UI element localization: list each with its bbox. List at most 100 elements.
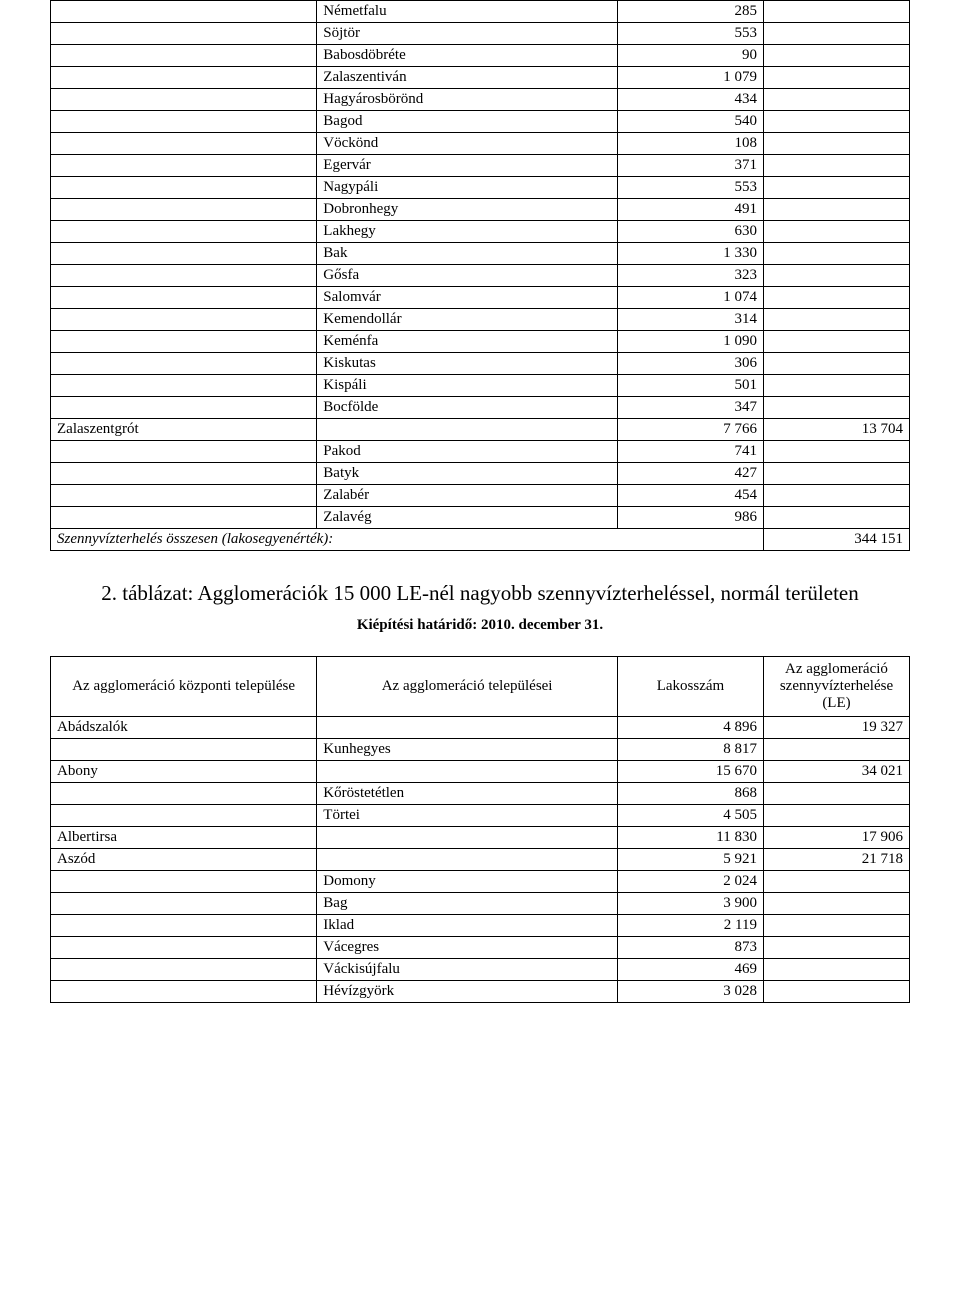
table-row: Kispáli501 [51, 375, 910, 397]
table-cell [763, 397, 909, 419]
table-cell [763, 739, 909, 761]
section-subtitle: Kiépítési határidő: 2010. december 31. [50, 617, 910, 634]
table-row: Kemendollár314 [51, 309, 910, 331]
table-cell [51, 287, 317, 309]
table-cell [51, 309, 317, 331]
table-cell: 5 921 [617, 849, 763, 871]
table-cell: 17 906 [763, 827, 909, 849]
table-row: Söjtör553 [51, 23, 910, 45]
table-cell: 1 330 [617, 243, 763, 265]
header-col3: Lakosszám [617, 657, 763, 717]
table-cell [51, 45, 317, 67]
table-cell: Nagypáli [317, 177, 618, 199]
table-cell: Albertirsa [51, 827, 317, 849]
table-cell: 434 [617, 89, 763, 111]
table-cell: Domony [317, 871, 618, 893]
table-cell: 13 704 [763, 419, 909, 441]
table-cell [51, 375, 317, 397]
table-cell [763, 981, 909, 1003]
table-cell: Keménfa [317, 331, 618, 353]
table-cell [763, 893, 909, 915]
table-cell [763, 375, 909, 397]
table-cell: 7 766 [617, 419, 763, 441]
table-cell [763, 783, 909, 805]
table-cell [51, 155, 317, 177]
table-cell: 4 505 [617, 805, 763, 827]
table-cell [763, 243, 909, 265]
table-cell: 873 [617, 937, 763, 959]
table-cell [763, 485, 909, 507]
table-cell: Zalabér [317, 485, 618, 507]
table-row: Zalavég986 [51, 507, 910, 529]
table-cell: 108 [617, 133, 763, 155]
table-cell [763, 959, 909, 981]
table-cell: 1 090 [617, 331, 763, 353]
table-row: Zalaszentiván1 079 [51, 67, 910, 89]
table-header-row: Az agglomeráció központi települése Az a… [51, 657, 910, 717]
table-cell [51, 111, 317, 133]
table-cell [51, 871, 317, 893]
table-cell [51, 221, 317, 243]
table-cell: 4 896 [617, 717, 763, 739]
table-cell [51, 243, 317, 265]
table-cell: 306 [617, 353, 763, 375]
table-total-row: Szennyvízterhelés összesen (lakosegyenér… [51, 529, 910, 551]
table-cell [763, 177, 909, 199]
table-cell: Törtei [317, 805, 618, 827]
table-cell: 314 [617, 309, 763, 331]
table-row: Bag3 900 [51, 893, 910, 915]
table-cell: Hévízgyörk [317, 981, 618, 1003]
table-cell: Salomvár [317, 287, 618, 309]
table-cell: Kispáli [317, 375, 618, 397]
table-row: Nagypáli553 [51, 177, 910, 199]
table-cell [51, 805, 317, 827]
table-row: Zalabér454 [51, 485, 910, 507]
table-cell [51, 981, 317, 1003]
table-cell [763, 507, 909, 529]
table-cell: Egervár [317, 155, 618, 177]
table-cell [317, 419, 618, 441]
table-cell: Batyk [317, 463, 618, 485]
table-cell: Lakhegy [317, 221, 618, 243]
table-row: Vácegres873 [51, 937, 910, 959]
table-cell: Aszód [51, 849, 317, 871]
table-cell: Söjtör [317, 23, 618, 45]
table-cell [51, 89, 317, 111]
table-cell: Iklad [317, 915, 618, 937]
table-cell: 501 [617, 375, 763, 397]
table-cell [317, 827, 618, 849]
table-cell [51, 485, 317, 507]
table-cell: 427 [617, 463, 763, 485]
table-cell: Gősfa [317, 265, 618, 287]
table-cell [51, 353, 317, 375]
table-row: Bagod540 [51, 111, 910, 133]
table-cell: Bag [317, 893, 618, 915]
table-cell: Kőröstetétlen [317, 783, 618, 805]
table-row: Vöckönd108 [51, 133, 910, 155]
table-row: Zalaszentgrót7 76613 704 [51, 419, 910, 441]
table-cell: 2 119 [617, 915, 763, 937]
total-value: 344 151 [763, 529, 909, 551]
table-cell [763, 441, 909, 463]
table-cell [317, 717, 618, 739]
table-row: Törtei4 505 [51, 805, 910, 827]
table-cell: 1 079 [617, 67, 763, 89]
table-cell: Kiskutas [317, 353, 618, 375]
table-cell [51, 959, 317, 981]
table-one: Németfalu285Söjtör553Babosdöbréte90Zalas… [50, 0, 910, 551]
table-cell [51, 915, 317, 937]
table-cell: 454 [617, 485, 763, 507]
table-cell: Bak [317, 243, 618, 265]
table-cell: 868 [617, 783, 763, 805]
table-cell: 491 [617, 199, 763, 221]
table-cell: 90 [617, 45, 763, 67]
table-cell: Kemendollár [317, 309, 618, 331]
table-row: Kunhegyes8 817 [51, 739, 910, 761]
table-row: Kiskutas306 [51, 353, 910, 375]
table-cell: 19 327 [763, 717, 909, 739]
table-cell: 11 830 [617, 827, 763, 849]
table-cell: Vácegres [317, 937, 618, 959]
table-cell: 8 817 [617, 739, 763, 761]
table-cell [763, 1, 909, 23]
table-cell [51, 783, 317, 805]
